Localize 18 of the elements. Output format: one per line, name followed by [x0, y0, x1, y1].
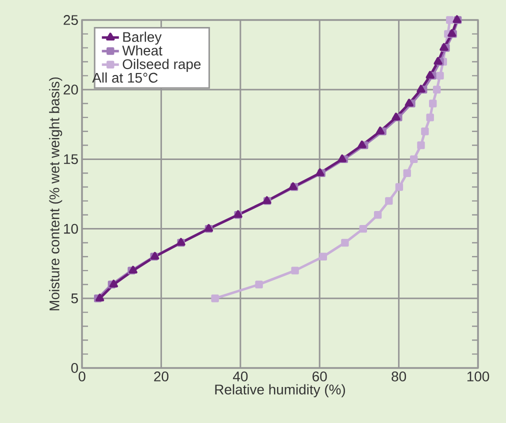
y-tick-label: 20: [64, 84, 78, 95]
y-tick-label: 5: [71, 294, 78, 304]
annotation: All at 15°C: [92, 72, 158, 83]
legend-label: Wheat: [122, 45, 162, 56]
x-tick-label: 20: [154, 372, 168, 382]
y-tick-label: 15: [64, 154, 78, 164]
y-tick-label: 0: [71, 363, 78, 373]
x-tick-label: 60: [312, 372, 327, 382]
legend-label: Oilseed rape: [122, 58, 201, 72]
x-tick-label: 0: [78, 372, 86, 382]
x-tick-label: 40: [232, 372, 248, 382]
x-tick-label: 80: [392, 372, 406, 382]
x-tick-label: 100: [467, 372, 490, 382]
y-tick-label: 10: [64, 224, 78, 234]
y-axis-title: Moisture content (% wet weight basis): [49, 77, 62, 310]
y-tick-label: 25: [64, 15, 78, 25]
legend-label: Barley: [123, 32, 162, 45]
x-axis-title: Relative humidity (%): [215, 384, 345, 398]
